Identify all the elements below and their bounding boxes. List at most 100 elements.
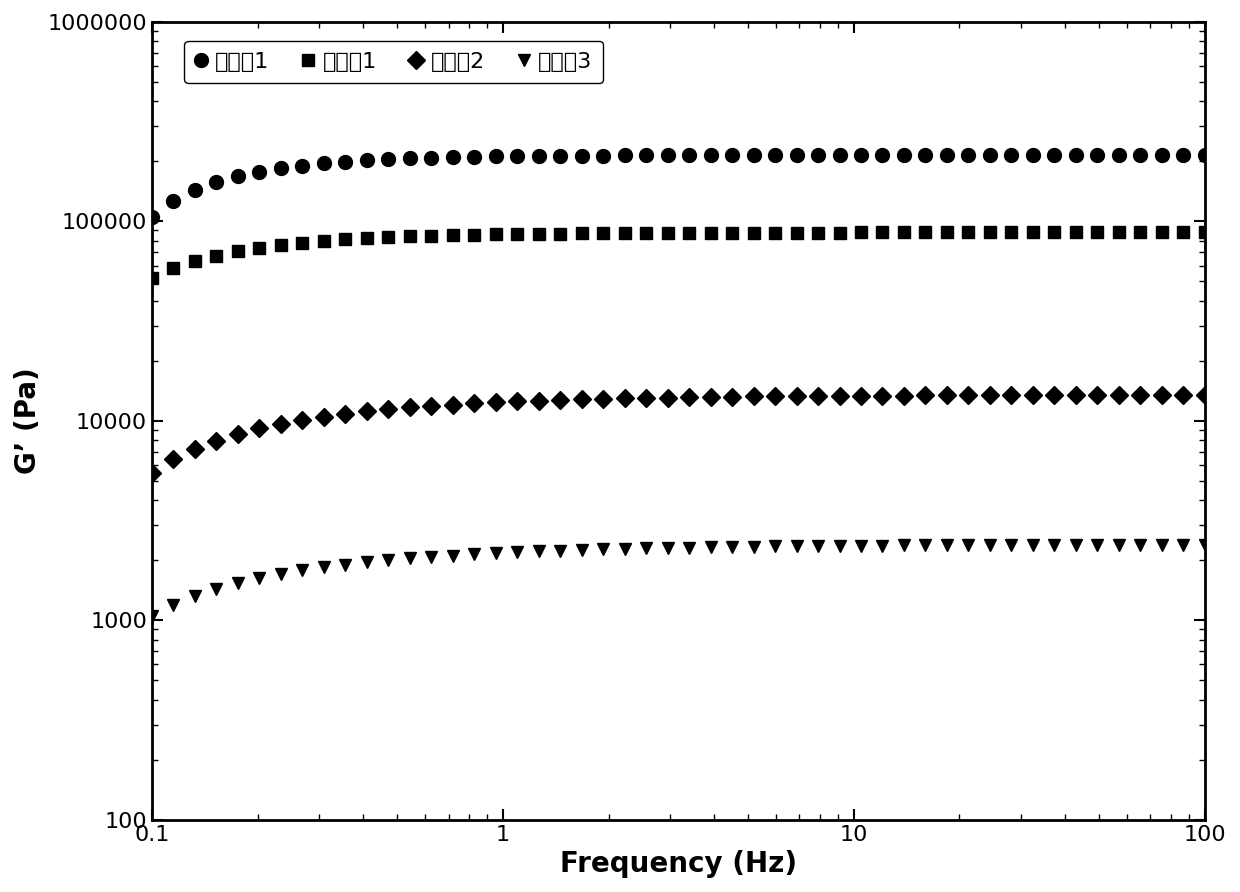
实施例2 bbox=[1004, 390, 1019, 401]
实施例3 bbox=[531, 546, 546, 557]
实施例2 bbox=[381, 404, 396, 415]
对比例1 bbox=[424, 153, 439, 163]
实施例1 bbox=[1025, 227, 1040, 238]
实施例2 bbox=[639, 392, 653, 403]
实施例3 bbox=[252, 573, 267, 583]
实施例2 bbox=[337, 409, 352, 419]
对比例1 bbox=[1025, 150, 1040, 161]
对比例1 bbox=[574, 150, 589, 161]
实施例3 bbox=[982, 540, 997, 550]
实施例1 bbox=[553, 228, 568, 239]
实施例3 bbox=[1133, 540, 1148, 550]
X-axis label: Frequency (Hz): Frequency (Hz) bbox=[559, 850, 797, 878]
对比例1 bbox=[703, 150, 718, 161]
对比例1 bbox=[789, 150, 804, 161]
实施例2 bbox=[273, 418, 288, 429]
实施例3 bbox=[595, 544, 610, 555]
实施例3 bbox=[961, 540, 976, 550]
实施例3 bbox=[1047, 540, 1061, 550]
对比例1 bbox=[316, 158, 331, 169]
实施例1 bbox=[466, 229, 481, 240]
实施例1 bbox=[1090, 227, 1105, 238]
实施例2 bbox=[1198, 390, 1213, 401]
实施例1 bbox=[660, 227, 675, 238]
对比例1 bbox=[166, 196, 181, 207]
实施例3 bbox=[618, 543, 632, 554]
实施例1 bbox=[510, 228, 525, 239]
实施例3 bbox=[424, 551, 439, 562]
实施例3 bbox=[231, 578, 246, 589]
实施例3 bbox=[1176, 540, 1190, 550]
实施例3 bbox=[1198, 540, 1213, 550]
对比例1 bbox=[402, 153, 417, 164]
实施例1 bbox=[1198, 227, 1213, 238]
实施例2 bbox=[660, 392, 675, 403]
对比例1 bbox=[381, 154, 396, 165]
实施例3 bbox=[187, 591, 202, 602]
实施例1 bbox=[424, 230, 439, 241]
实施例3 bbox=[360, 557, 374, 567]
对比例1 bbox=[1069, 150, 1084, 161]
实施例2 bbox=[402, 402, 417, 413]
实施例1 bbox=[703, 227, 718, 238]
实施例1 bbox=[381, 232, 396, 243]
实施例1 bbox=[231, 246, 246, 257]
对比例1 bbox=[1154, 150, 1169, 161]
实施例2 bbox=[1176, 390, 1190, 401]
实施例2 bbox=[961, 390, 976, 401]
实施例2 bbox=[982, 390, 997, 401]
对比例1 bbox=[618, 150, 632, 161]
对比例1 bbox=[510, 151, 525, 161]
对比例1 bbox=[360, 155, 374, 166]
对比例1 bbox=[639, 150, 653, 161]
实施例2 bbox=[531, 395, 546, 406]
实施例2 bbox=[746, 391, 761, 401]
实施例1 bbox=[595, 227, 610, 238]
实施例3 bbox=[210, 584, 224, 595]
实施例3 bbox=[811, 541, 826, 551]
对比例1 bbox=[682, 150, 697, 161]
Line: 实施例3: 实施例3 bbox=[145, 539, 1211, 623]
Line: 实施例2: 实施例2 bbox=[145, 389, 1211, 479]
对比例1 bbox=[940, 150, 955, 161]
对比例1 bbox=[466, 152, 481, 162]
对比例1 bbox=[746, 150, 761, 161]
实施例2 bbox=[1133, 390, 1148, 401]
实施例1 bbox=[273, 240, 288, 251]
实施例1 bbox=[746, 227, 761, 238]
实施例1 bbox=[1111, 227, 1126, 238]
实施例2 bbox=[1090, 390, 1105, 401]
Legend: 对比例1, 实施例1, 实施例2, 实施例3: 对比例1, 实施例1, 实施例2, 实施例3 bbox=[184, 41, 604, 83]
实施例2 bbox=[489, 397, 503, 408]
实施例2 bbox=[811, 391, 826, 401]
对比例1 bbox=[961, 150, 976, 161]
实施例1 bbox=[316, 235, 331, 246]
实施例2 bbox=[703, 392, 718, 402]
Line: 实施例1: 实施例1 bbox=[146, 227, 1210, 284]
实施例3 bbox=[940, 540, 955, 550]
实施例3 bbox=[553, 545, 568, 556]
实施例1 bbox=[295, 237, 310, 248]
实施例3 bbox=[724, 541, 739, 552]
实施例3 bbox=[1069, 540, 1084, 550]
对比例1 bbox=[724, 150, 739, 161]
实施例1 bbox=[768, 227, 782, 238]
对比例1 bbox=[595, 150, 610, 161]
Y-axis label: G’ (Pa): G’ (Pa) bbox=[14, 368, 42, 475]
对比例1 bbox=[1090, 150, 1105, 161]
实施例3 bbox=[1004, 540, 1019, 550]
对比例1 bbox=[832, 150, 847, 161]
对比例1 bbox=[531, 151, 546, 161]
实施例3 bbox=[660, 542, 675, 553]
实施例3 bbox=[273, 569, 288, 580]
对比例1 bbox=[1176, 150, 1190, 161]
实施例3 bbox=[337, 559, 352, 570]
实施例2 bbox=[875, 390, 890, 401]
实施例2 bbox=[145, 467, 160, 478]
对比例1 bbox=[489, 151, 503, 161]
实施例2 bbox=[210, 435, 224, 446]
实施例3 bbox=[682, 542, 697, 553]
实施例1 bbox=[145, 273, 160, 284]
实施例3 bbox=[466, 549, 481, 559]
实施例2 bbox=[1154, 390, 1169, 401]
